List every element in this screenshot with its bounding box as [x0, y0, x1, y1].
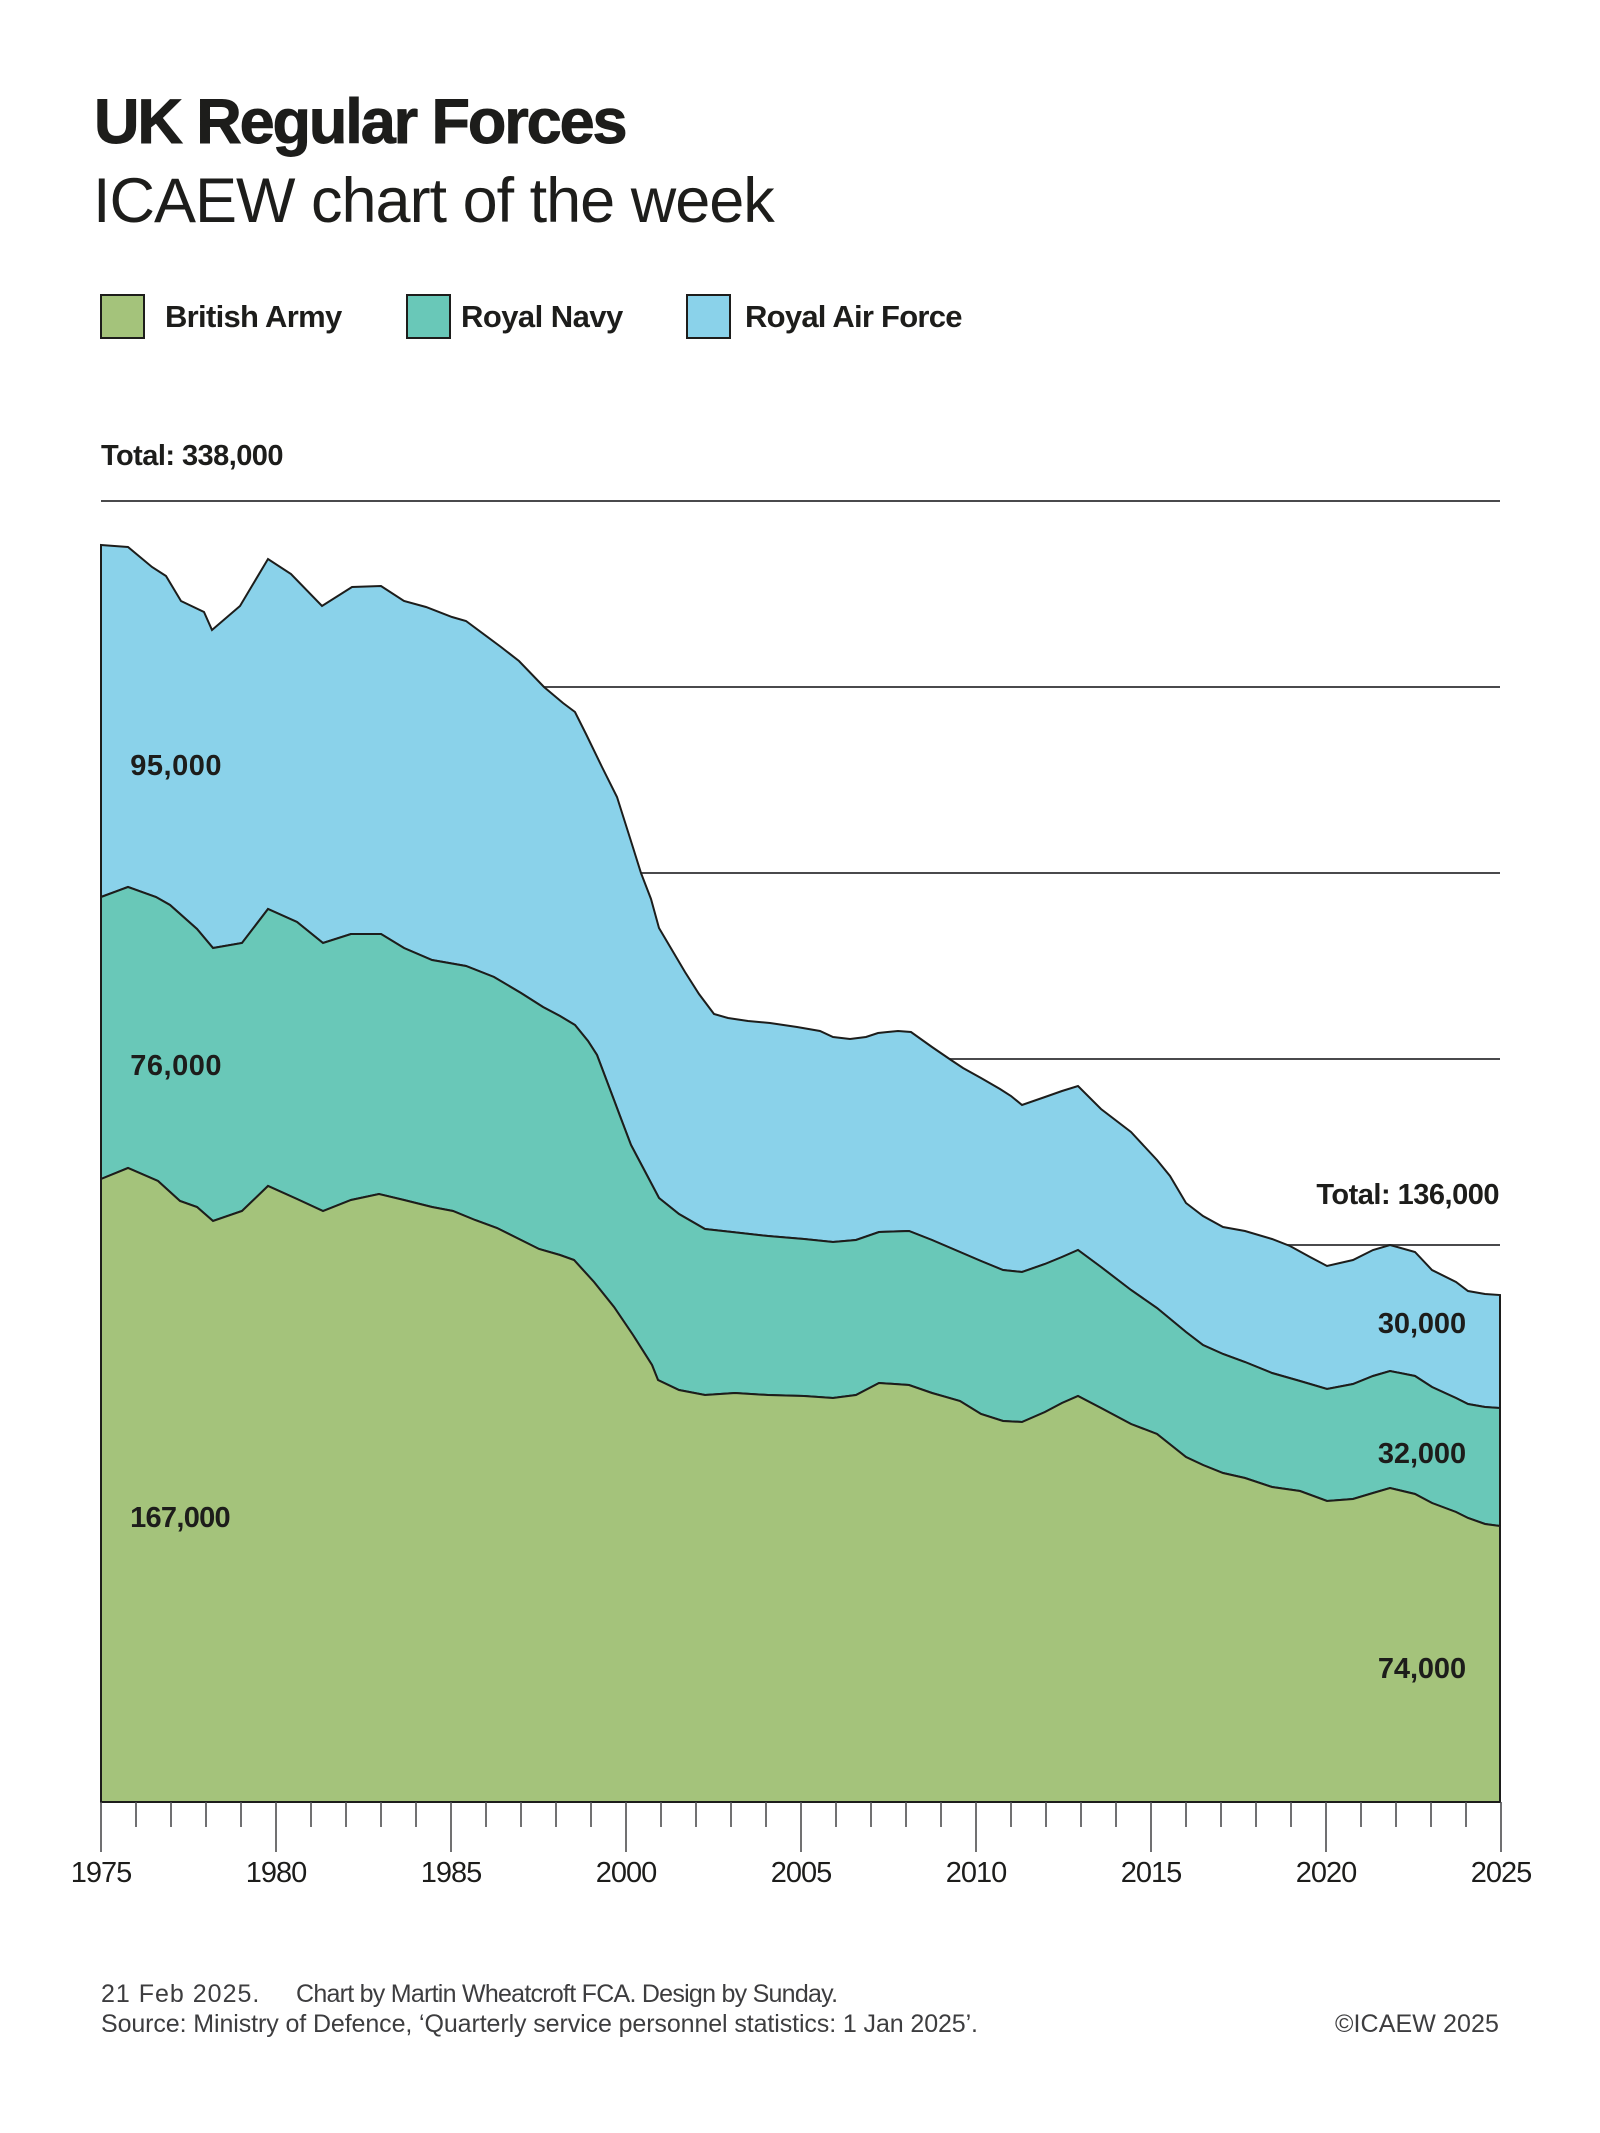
- svg-text:ICAEW chart of the week: ICAEW chart of the week: [93, 166, 775, 236]
- svg-text:Total: 338,000: Total: 338,000: [101, 440, 283, 472]
- svg-text:76,000: 76,000: [130, 1050, 222, 1082]
- svg-text:2010: 2010: [946, 1857, 1007, 1889]
- svg-text:2000: 2000: [596, 1857, 657, 1889]
- svg-text:95,000: 95,000: [130, 750, 222, 782]
- svg-text:©ICAEW 2025: ©ICAEW 2025: [1335, 2010, 1499, 2038]
- svg-text:21 Feb 2025.: 21 Feb 2025.: [101, 1980, 260, 2008]
- svg-text:1985: 1985: [421, 1857, 482, 1889]
- svg-text:2005: 2005: [771, 1857, 832, 1889]
- svg-text:UK Regular Forces: UK Regular Forces: [94, 87, 626, 157]
- svg-text:167,000: 167,000: [130, 1502, 230, 1534]
- svg-text:32,000: 32,000: [1378, 1438, 1466, 1470]
- svg-text:2025: 2025: [1471, 1857, 1532, 1889]
- svg-text:2020: 2020: [1296, 1857, 1357, 1889]
- svg-text:2015: 2015: [1121, 1857, 1182, 1889]
- svg-text:30,000: 30,000: [1378, 1308, 1466, 1340]
- svg-text:Total: 136,000: Total: 136,000: [1316, 1179, 1499, 1211]
- svg-text:74,000: 74,000: [1378, 1653, 1466, 1685]
- svg-text:British Army: British Army: [165, 299, 343, 334]
- svg-text:Source: Ministry of Defence, ‘: Source: Ministry of Defence, ‘Quarterly …: [101, 2010, 978, 2038]
- svg-text:1980: 1980: [246, 1857, 307, 1889]
- svg-text:Chart by Martin Wheatcroft FCA: Chart by Martin Wheatcroft FCA. Design b…: [296, 1980, 837, 2008]
- svg-text:1975: 1975: [71, 1857, 132, 1889]
- svg-text:Royal Navy: Royal Navy: [461, 299, 624, 334]
- svg-text:Royal Air Force: Royal Air Force: [745, 299, 962, 334]
